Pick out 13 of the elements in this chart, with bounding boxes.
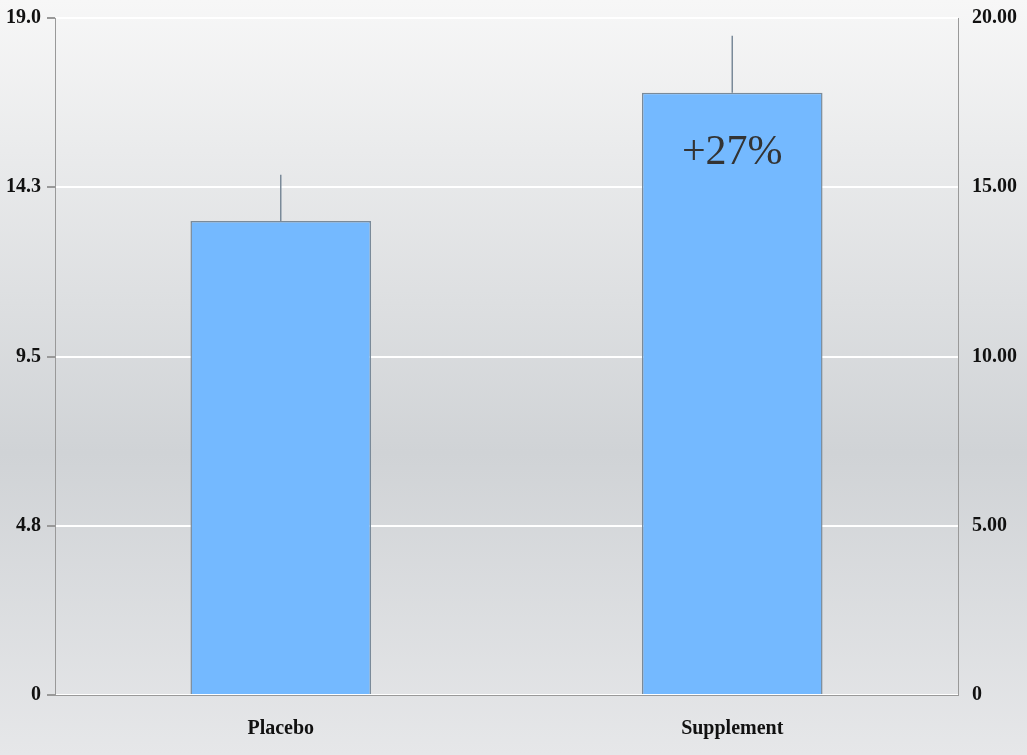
y2-tick-label: 15.00 <box>972 174 1017 197</box>
y2-tick-label: 0 <box>972 682 982 705</box>
x-tick-label: Supplement <box>681 716 784 740</box>
y2-tick-label: 20.00 <box>972 5 1017 28</box>
y2-tick-label: 10.00 <box>972 343 1017 366</box>
y-tick-label: 0 <box>31 682 41 705</box>
y-tick-label: 19.0 <box>6 5 41 28</box>
y-tick-label: 14.3 <box>6 174 41 197</box>
annotation: +27% <box>681 126 783 173</box>
y-tick-label: 9.5 <box>16 343 41 366</box>
y2-tick-label: 5.00 <box>972 512 1007 535</box>
x-tick-label: Placebo <box>247 716 315 739</box>
y-tick-label: 4.8 <box>16 512 41 535</box>
